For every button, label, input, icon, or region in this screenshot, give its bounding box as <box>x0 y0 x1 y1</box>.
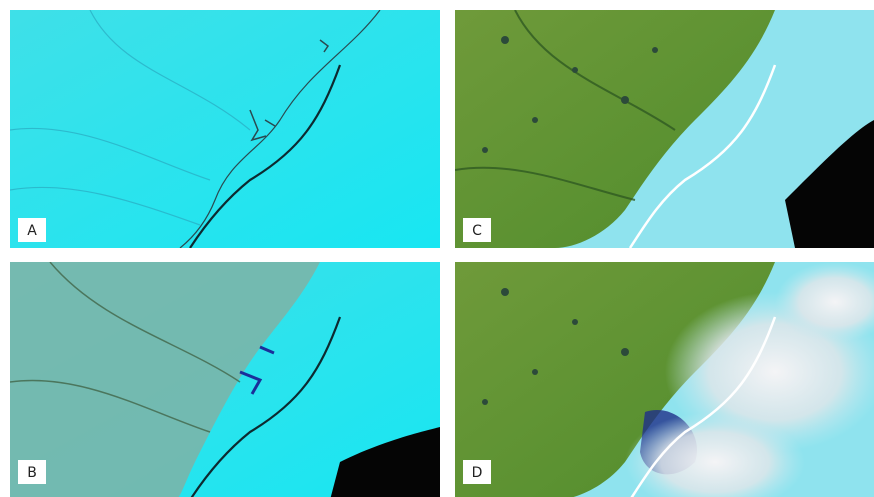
panel-label: D <box>472 465 483 481</box>
label-box <box>18 460 46 484</box>
panel-a <box>10 10 440 248</box>
panel-label: A <box>27 223 37 239</box>
label-box <box>463 218 491 242</box>
label-box <box>18 218 46 242</box>
panel-b <box>10 262 440 497</box>
panel-label: B <box>27 465 37 481</box>
panel-c <box>455 10 874 248</box>
panel-label: C <box>472 223 482 239</box>
panel-d <box>455 262 874 497</box>
label-box <box>463 460 491 484</box>
